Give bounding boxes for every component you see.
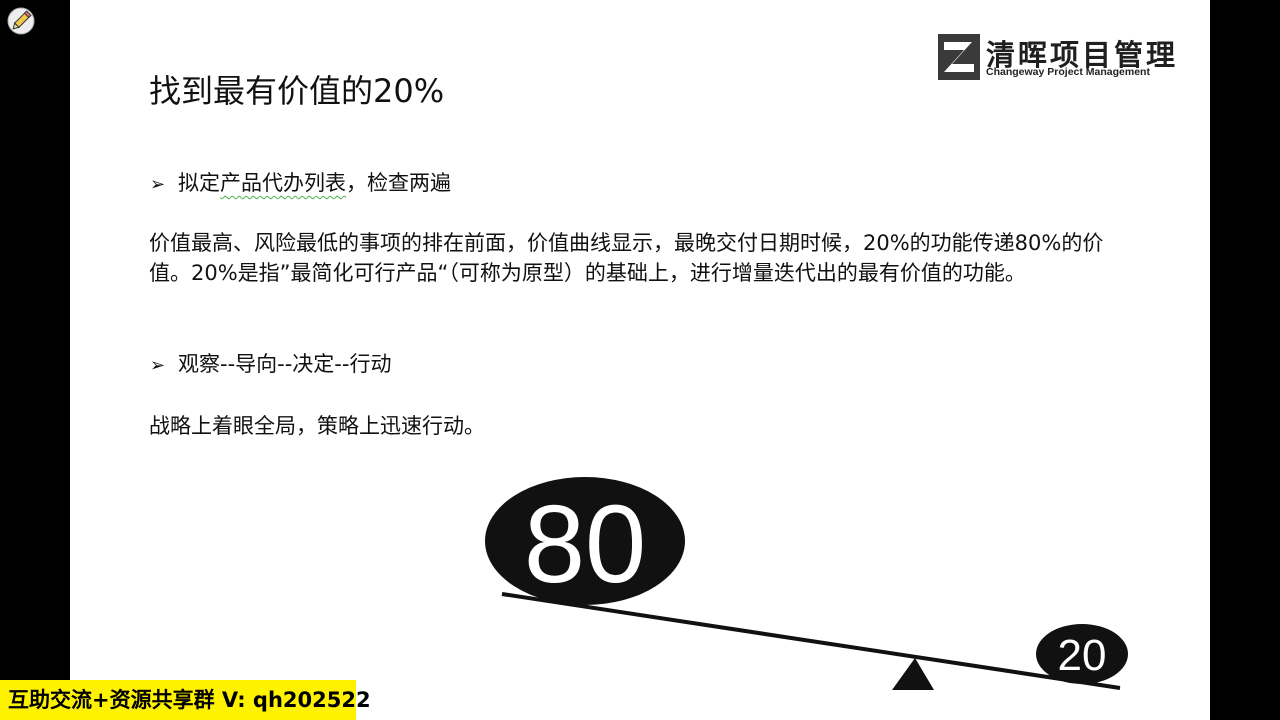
bullet2-text: 观察--导向--决定--行动 [178, 352, 392, 376]
seesaw-beam [501, 592, 1121, 690]
bullet-product-backlog: ➢ 拟定产品代办列表，检查两遍 [150, 167, 451, 197]
paragraph-value-explanation: 价值最高、风险最低的事项的排在前面，价值曲线显示，最晚交付日期时候，20%的功能… [149, 231, 1104, 285]
slide-title: 找到最有价值的20% [149, 72, 445, 110]
bullet-arrow-icon: ➢ [150, 174, 166, 195]
bullet1-text-pre: 拟定 [178, 171, 220, 195]
group-banner: 互助交流+资源共享群 V: qh202522 [0, 680, 371, 720]
label-80: 80 [524, 483, 646, 606]
presentation-slide: 清晖项目管理 Changeway Project Management 找到最有… [70, 0, 1210, 720]
circle-20 [1036, 624, 1128, 684]
pen-tool-icon[interactable] [6, 6, 36, 36]
bullet1-text-post: ，检查两遍 [346, 171, 451, 195]
label-20: 20 [1058, 631, 1107, 680]
paragraph-strategy: 战略上着眼全局，策略上迅速行动。 [149, 414, 485, 438]
bullet-ooda-loop: ➢ 观察--导向--决定--行动 [150, 348, 391, 378]
bullet1-text-underlined: 产品代办列表 [220, 171, 346, 195]
circle-80 [485, 477, 685, 605]
company-logo: 清晖项目管理 Changeway Project Management [938, 34, 1175, 84]
seesaw-illustration: 80 20 [485, 477, 1128, 690]
logo-english-text: Changeway Project Management [986, 66, 1150, 78]
logo-mark-icon [938, 34, 980, 80]
logo-chinese-text: 清晖项目管理 [986, 38, 1179, 72]
bullet-arrow-icon: ➢ [150, 355, 166, 376]
seesaw-fulcrum [892, 658, 934, 690]
